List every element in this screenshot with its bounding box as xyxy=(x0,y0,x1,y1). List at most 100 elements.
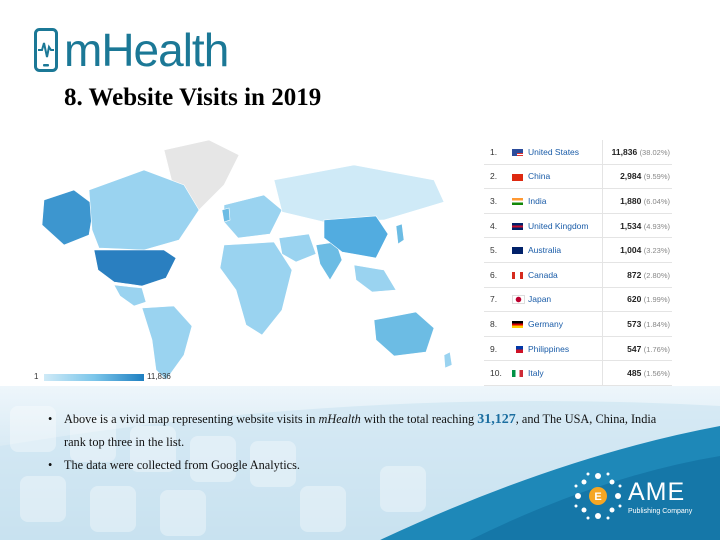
visits-value: 1,004 xyxy=(620,245,642,256)
phone-heartbeat-icon xyxy=(34,28,58,72)
us-flag-icon xyxy=(512,149,523,157)
country-visits-table: 1. United States 11,836 (38.02%) 2. Chin… xyxy=(484,140,672,386)
journal-name: mHealth xyxy=(318,412,361,426)
visits-value: 547 xyxy=(627,343,642,354)
rank-label: 1. xyxy=(484,140,512,165)
map-region-south-america xyxy=(141,305,193,381)
ame-dots-logo-icon: E xyxy=(574,472,622,520)
bullet-dot: • xyxy=(48,458,53,472)
visits-percent: (1.99%) xyxy=(643,295,670,305)
visits-percent: (38.02%) xyxy=(639,147,670,157)
map-region-new-zealand xyxy=(443,351,453,369)
logo-text: mHealth xyxy=(64,24,229,76)
visits-value: 1,534 xyxy=(620,220,642,231)
visits-percent: (9.59%) xyxy=(643,172,670,182)
slide-title: 8. Website Visits in 2019 xyxy=(64,84,322,111)
visits-percent: (3.23%) xyxy=(643,246,670,256)
map-region-russia xyxy=(273,164,445,223)
visits-value: 872 xyxy=(627,269,642,280)
map-region-mexico xyxy=(113,284,147,307)
publisher-name: AME xyxy=(628,478,686,506)
rank-label: 9. xyxy=(484,336,512,362)
map-region-japan xyxy=(395,223,405,245)
svg-text:E: E xyxy=(594,491,601,503)
summary-bullets: • Above is a vivid map representing webs… xyxy=(44,408,664,477)
bullet-item: • Above is a vivid map representing webs… xyxy=(44,408,664,454)
map-region-africa xyxy=(219,241,293,336)
rank-label: 10. xyxy=(484,360,512,386)
country-link[interactable]: India xyxy=(528,188,603,214)
de-flag-icon xyxy=(512,321,523,329)
bullet-dot: • xyxy=(48,412,53,426)
visits-percent: (1.56%) xyxy=(643,369,670,379)
total-visits-number: 31,127 xyxy=(477,412,516,427)
bullet-text: with the total reaching xyxy=(360,412,478,426)
bullet-text: Above is a vivid map representing websit… xyxy=(64,412,319,426)
rank-label: 4. xyxy=(484,213,512,239)
publisher-subtitle: Publishing Company xyxy=(628,508,693,515)
table-row: 3. India 1,880 (6.04%) xyxy=(484,188,672,214)
table-row: 4. United Kingdom 1,534 (4.93%) xyxy=(484,213,672,239)
visits-value: 1,880 xyxy=(620,195,642,206)
table-row: 8. Germany 573 (1.84%) xyxy=(484,311,672,337)
visits-percent: (4.93%) xyxy=(643,221,670,231)
decorative-background-band xyxy=(0,386,720,540)
world-map xyxy=(41,139,453,381)
rank-label: 6. xyxy=(484,262,512,288)
visits-value: 573 xyxy=(627,318,642,329)
au-flag-icon xyxy=(512,247,523,255)
country-link[interactable]: United Kingdom xyxy=(528,213,603,239)
legend-max-label: 11,836 xyxy=(147,372,171,381)
map-region-middle-east xyxy=(278,233,317,263)
map-region-united-states xyxy=(93,249,177,287)
visits-value: 2,984 xyxy=(620,171,642,182)
map-region-china xyxy=(323,215,389,259)
visits-percent: (1.84%) xyxy=(643,319,670,329)
visits-value: 11,836 xyxy=(611,146,638,157)
country-link[interactable]: Japan xyxy=(528,287,603,313)
country-link[interactable]: Italy xyxy=(528,360,603,386)
visits-value: 620 xyxy=(627,294,642,305)
it-flag-icon xyxy=(512,370,523,378)
country-link[interactable]: Germany xyxy=(528,311,603,337)
table-row: 1. United States 11,836 (38.02%) xyxy=(484,140,672,165)
country-link[interactable]: Canada xyxy=(528,262,603,288)
table-row: 7. Japan 620 (1.99%) xyxy=(484,287,672,313)
table-row: 2. China 2,984 (9.59%) xyxy=(484,164,672,190)
country-link[interactable]: Philippines xyxy=(528,336,603,362)
jp-flag-icon xyxy=(512,295,525,305)
legend-color-scale xyxy=(44,374,144,381)
ca-flag-icon xyxy=(512,272,523,280)
rank-label: 7. xyxy=(484,287,512,313)
visits-percent: (2.80%) xyxy=(643,270,670,280)
map-region-alaska xyxy=(41,189,95,246)
map-region-europe xyxy=(223,194,283,239)
ph-flag-icon xyxy=(512,345,523,353)
mhealth-logo: mHealth xyxy=(34,24,229,76)
table-row: 9. Philippines 547 (1.76%) xyxy=(484,336,672,362)
country-link[interactable]: China xyxy=(528,164,603,190)
table-row: 6. Canada 872 (2.80%) xyxy=(484,262,672,288)
visits-percent: (6.04%) xyxy=(643,196,670,206)
country-link[interactable]: United States xyxy=(528,140,603,165)
legend-min-label: 1 xyxy=(34,372,39,381)
cn-flag-icon xyxy=(512,173,523,181)
rank-label: 5. xyxy=(484,237,512,263)
table-row: 5. Australia 1,004 (3.23%) xyxy=(484,237,672,263)
bullet-item: • The data were collected from Google An… xyxy=(44,454,664,477)
rank-label: 8. xyxy=(484,311,512,337)
in-flag-icon xyxy=(512,198,523,206)
visits-value: 485 xyxy=(627,368,642,379)
map-region-australia xyxy=(373,311,435,357)
map-region-united-kingdom xyxy=(221,207,231,223)
bullet-text: , and The USA, China, India rank top thr… xyxy=(64,412,657,449)
country-link[interactable]: Australia xyxy=(528,237,603,263)
map-region-southeast-asia xyxy=(353,264,397,293)
gb-flag-icon xyxy=(512,222,523,230)
visits-percent: (1.76%) xyxy=(643,344,670,354)
table-row: 10. Italy 485 (1.56%) xyxy=(484,360,672,386)
rank-label: 3. xyxy=(484,188,512,214)
map-region-canada xyxy=(88,169,200,251)
rank-label: 2. xyxy=(484,164,512,190)
